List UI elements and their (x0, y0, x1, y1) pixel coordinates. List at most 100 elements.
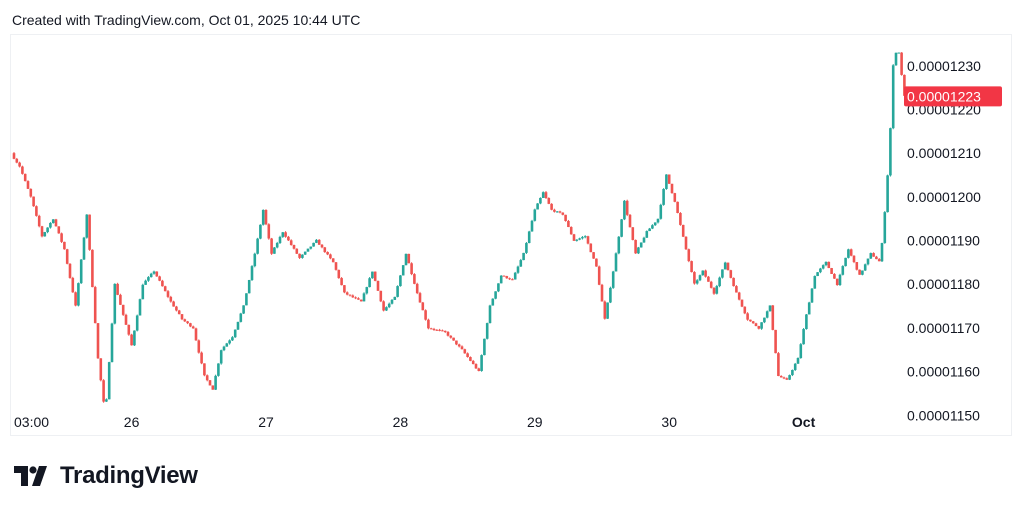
candle-body (396, 286, 399, 297)
candle-body (443, 330, 447, 332)
candle-body (564, 214, 567, 221)
candle-body (236, 321, 240, 330)
candle-body (712, 287, 716, 294)
x-tick-label: 03:00 (14, 414, 49, 430)
candle-body (312, 242, 315, 247)
candle-body (359, 299, 363, 302)
candle-body (575, 239, 579, 241)
candle-body (284, 232, 287, 237)
candle-body (26, 181, 30, 189)
candle-body (771, 305, 775, 330)
candlestick-chart[interactable]: 0.000012300.000012200.000012100.00001200… (11, 35, 1011, 435)
candle-body (421, 302, 425, 311)
y-tick-label: 0.00001180 (907, 276, 980, 292)
candle-body (541, 192, 545, 198)
candle-body (757, 326, 761, 329)
candle-body (410, 263, 413, 275)
candle-body (569, 227, 573, 235)
candle-body (522, 252, 525, 261)
x-tick-label: 29 (527, 414, 543, 430)
y-tick-label: 0.00001190 (907, 233, 980, 249)
candle-body (807, 302, 811, 315)
candle-body (348, 294, 352, 296)
candle-body (298, 253, 301, 258)
candle-body (466, 353, 469, 358)
candle-body (637, 247, 640, 254)
candle-body (32, 196, 35, 207)
candle-body (334, 262, 338, 270)
candle-body (373, 271, 377, 281)
candle-body (849, 249, 853, 256)
candle-body (611, 271, 615, 288)
candle-body (245, 293, 248, 306)
candle-body (379, 290, 383, 302)
candle-body (65, 249, 69, 264)
candle-body (23, 173, 27, 182)
candle-body (595, 258, 598, 267)
candle-body (102, 380, 105, 402)
tradingview-logo[interactable]: TradingView (14, 462, 198, 490)
candle-body (737, 292, 741, 300)
candle-body (354, 297, 357, 299)
candle-body (455, 340, 458, 345)
candle-body (79, 259, 83, 284)
candle-body (469, 357, 472, 361)
candle-body (404, 253, 408, 266)
candle-body (723, 262, 727, 270)
candle-body (740, 299, 744, 307)
candle-body (754, 323, 758, 327)
candle-body (91, 249, 94, 288)
candle-body (371, 271, 374, 279)
candle-body (679, 213, 682, 225)
candle-body (418, 293, 422, 303)
candle-body (656, 218, 660, 223)
candle-body (93, 287, 97, 324)
candle-body (527, 231, 531, 244)
candle-body (561, 212, 565, 215)
candle-body (824, 261, 828, 266)
candle-body (547, 197, 551, 204)
candle-body (707, 276, 710, 282)
candle-body (18, 162, 21, 167)
candle-body (424, 310, 427, 320)
candle-body (639, 242, 643, 248)
candle-body (760, 322, 763, 329)
candle-body (329, 254, 332, 259)
candle-body (49, 222, 52, 228)
candle-body (900, 52, 903, 75)
candle-body (96, 323, 100, 359)
candle-body (116, 283, 119, 295)
candle-body (415, 283, 419, 294)
candle-body (779, 375, 783, 378)
candle-body (869, 253, 873, 259)
candle-body (68, 263, 72, 278)
candle-body (788, 375, 791, 380)
candle-body (54, 219, 58, 227)
candle-body (799, 344, 803, 358)
candle-body (553, 209, 556, 212)
x-tick-label: Oct (792, 414, 816, 430)
y-tick-label: 0.00001200 (907, 189, 981, 205)
candle-body (768, 305, 772, 312)
candle-body (301, 254, 304, 258)
candle-body (889, 128, 892, 176)
candle-body (894, 52, 898, 66)
candle-body (511, 279, 514, 281)
candle-body (12, 153, 16, 159)
candle-body (427, 319, 430, 329)
candle-body (432, 328, 436, 330)
candle-body (273, 247, 276, 254)
candle-body (880, 243, 884, 262)
candle-body (659, 204, 663, 219)
candle-body (362, 293, 366, 302)
candle-body (256, 238, 259, 254)
candle-body (435, 329, 439, 331)
candle-body (480, 355, 483, 371)
candle-body (205, 375, 209, 381)
candle-body (891, 65, 895, 129)
candle-body (508, 278, 511, 280)
chart-panel[interactable]: 0.00001230 0.00001220 0.00001210 0.00001200… (10, 34, 1012, 436)
candle-body (855, 262, 859, 270)
candle-body (382, 301, 385, 311)
candle-body (43, 232, 47, 237)
